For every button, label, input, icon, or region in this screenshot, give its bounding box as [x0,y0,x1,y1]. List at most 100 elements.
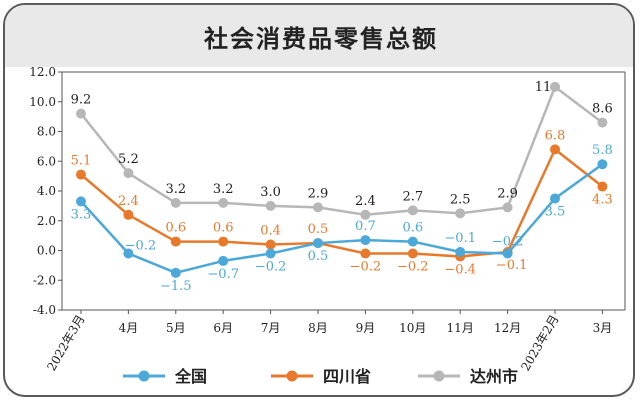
data-label: 4.3 [592,193,613,208]
series-sichuan [76,144,608,262]
data-label: −0.2 [125,238,157,253]
data-label: −1.5 [160,279,192,294]
x-tick-label: 9月 [356,321,376,335]
data-label: 2.9 [497,186,518,201]
data-label: 2.4 [118,194,139,209]
legend-marker [286,370,298,382]
data-point [502,202,513,213]
data-point [597,159,608,170]
data-point [170,197,181,208]
data-label: 0.4 [260,224,281,239]
x-tick-label: 7月 [261,321,281,335]
data-label: 2.4 [355,194,376,209]
data-point [313,238,323,249]
data-point [123,209,134,220]
x-tick-label: 2022年3月 [44,313,87,374]
y-tick-label: -4.0 [33,303,56,317]
data-label: 0.6 [213,221,234,236]
y-tick-label: 4.0 [37,184,56,198]
data-point [123,248,134,259]
y-tick-label: 8.0 [37,125,56,139]
data-label: 11 [535,80,552,95]
data-point [550,81,560,92]
x-tick-label: 12月 [494,321,521,335]
x-tick-label: 10月 [399,321,426,335]
data-label: 3.0 [260,185,281,200]
data-point [265,248,276,259]
data-label: 5.2 [118,152,139,167]
data-label: −0.7 [207,267,239,282]
data-label: 3.2 [213,182,234,197]
series-line [80,163,604,275]
data-point [597,117,608,128]
data-label: −0.2 [397,259,429,274]
data-label: −0.4 [444,262,476,277]
legend-marker [138,370,150,382]
data-label: 3.3 [71,207,92,222]
data-label: 0.5 [308,249,329,264]
data-point [123,168,134,179]
x-tick-label: 11月 [447,321,474,335]
data-point [218,197,229,208]
series-national [76,159,608,278]
title-bar: 社会消费品零售总额 [5,5,633,67]
y-tick-label: 12.0 [29,65,56,79]
y-tick-label: 6.0 [37,154,56,168]
data-label: 0.6 [402,221,423,236]
data-point [455,246,466,257]
x-tick-label: 3月 [593,321,613,335]
x-tick-label: 2023年2月 [518,313,561,374]
data-point [407,205,418,216]
data-point [455,208,466,219]
data-label: −0.2 [350,259,382,274]
data-label: 9.2 [71,93,92,108]
data-label: −0.1 [444,231,476,246]
y-tick-label: 2.0 [37,214,56,228]
data-label: 0.6 [165,221,186,236]
data-label: 5.8 [592,143,613,158]
series-line [80,148,604,258]
data-point [597,181,608,192]
legend-label: 四川省 [323,367,371,386]
legend-item: 四川省 [271,367,371,386]
y-tick-label: 0.0 [37,244,56,258]
data-point [218,236,229,247]
data-label: 5.1 [71,154,92,169]
data-label: 2.9 [308,186,329,201]
data-label: −0.2 [492,234,524,249]
data-point [313,202,323,213]
data-label: −0.2 [255,259,287,274]
y-tick-label: 10.0 [29,95,56,109]
series-dazhou [76,81,608,220]
x-tick-label: 6月 [213,321,233,335]
data-point [76,169,86,180]
chart-card: 社会消费品零售总额 12.0 10.0 8.0 6.0 4.0 2.0 0.0 -2.0 -4.… [3,3,635,397]
legend-item: 达州市 [418,367,518,386]
data-point [407,248,418,259]
legend-marker [433,370,445,382]
data-point [76,108,86,119]
data-label: 6.8 [545,128,566,143]
data-point [502,248,513,259]
data-label: 8.6 [592,102,613,117]
y-tick-label: -2.0 [33,273,56,287]
data-point [360,209,371,220]
data-point [407,236,418,247]
data-label: 0.5 [308,222,329,237]
x-tick-label: 8月 [308,321,328,335]
data-label: −0.1 [496,258,528,273]
data-point [265,200,276,211]
data-point [218,255,229,266]
data-point [360,235,371,246]
legend-label: 全国 [174,367,207,386]
data-point [550,144,560,155]
data-point [170,267,181,278]
chart-title: 社会消费品零售总额 [204,25,438,53]
data-label: 3.5 [545,204,566,219]
legend-item: 全国 [123,367,207,386]
data-point [170,236,181,247]
data-point [360,248,371,259]
legend-label: 达州市 [470,367,518,386]
data-label: 0.7 [355,219,376,234]
